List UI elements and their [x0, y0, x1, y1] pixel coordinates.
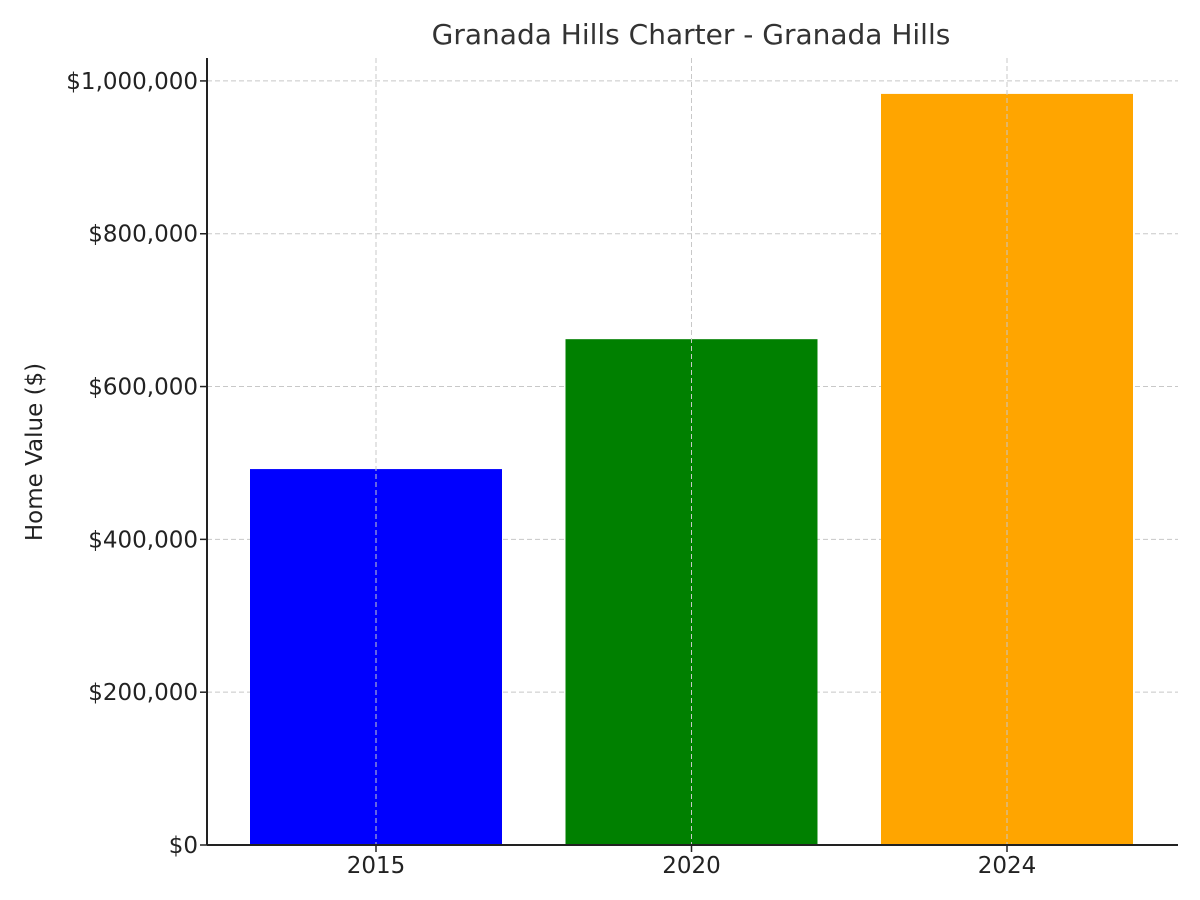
y-tick-label: $400,000 [88, 527, 198, 553]
x-tick-label: 2024 [978, 853, 1037, 879]
y-axis-label: Home Value ($) [22, 363, 48, 541]
x-tick-label: 2015 [347, 853, 406, 879]
y-tick-label: $800,000 [88, 222, 198, 248]
axes-layer [200, 58, 1178, 852]
labels-layer: $0 $200,000 $400,000 $600,000 $800,000 $1,000… [66, 69, 1036, 879]
y-tick-label: $600,000 [88, 375, 198, 401]
y-tick-label: $0 [169, 833, 198, 859]
bar-2020 [565, 339, 818, 845]
x-grid-layer [375, 58, 1008, 845]
y-tick-label: $200,000 [88, 680, 198, 706]
chart-title: Granada Hills Charter - Granada Hills [432, 18, 951, 51]
y-tick-label: $1,000,000 [66, 69, 198, 95]
x-tick-label: 2020 [662, 853, 721, 879]
